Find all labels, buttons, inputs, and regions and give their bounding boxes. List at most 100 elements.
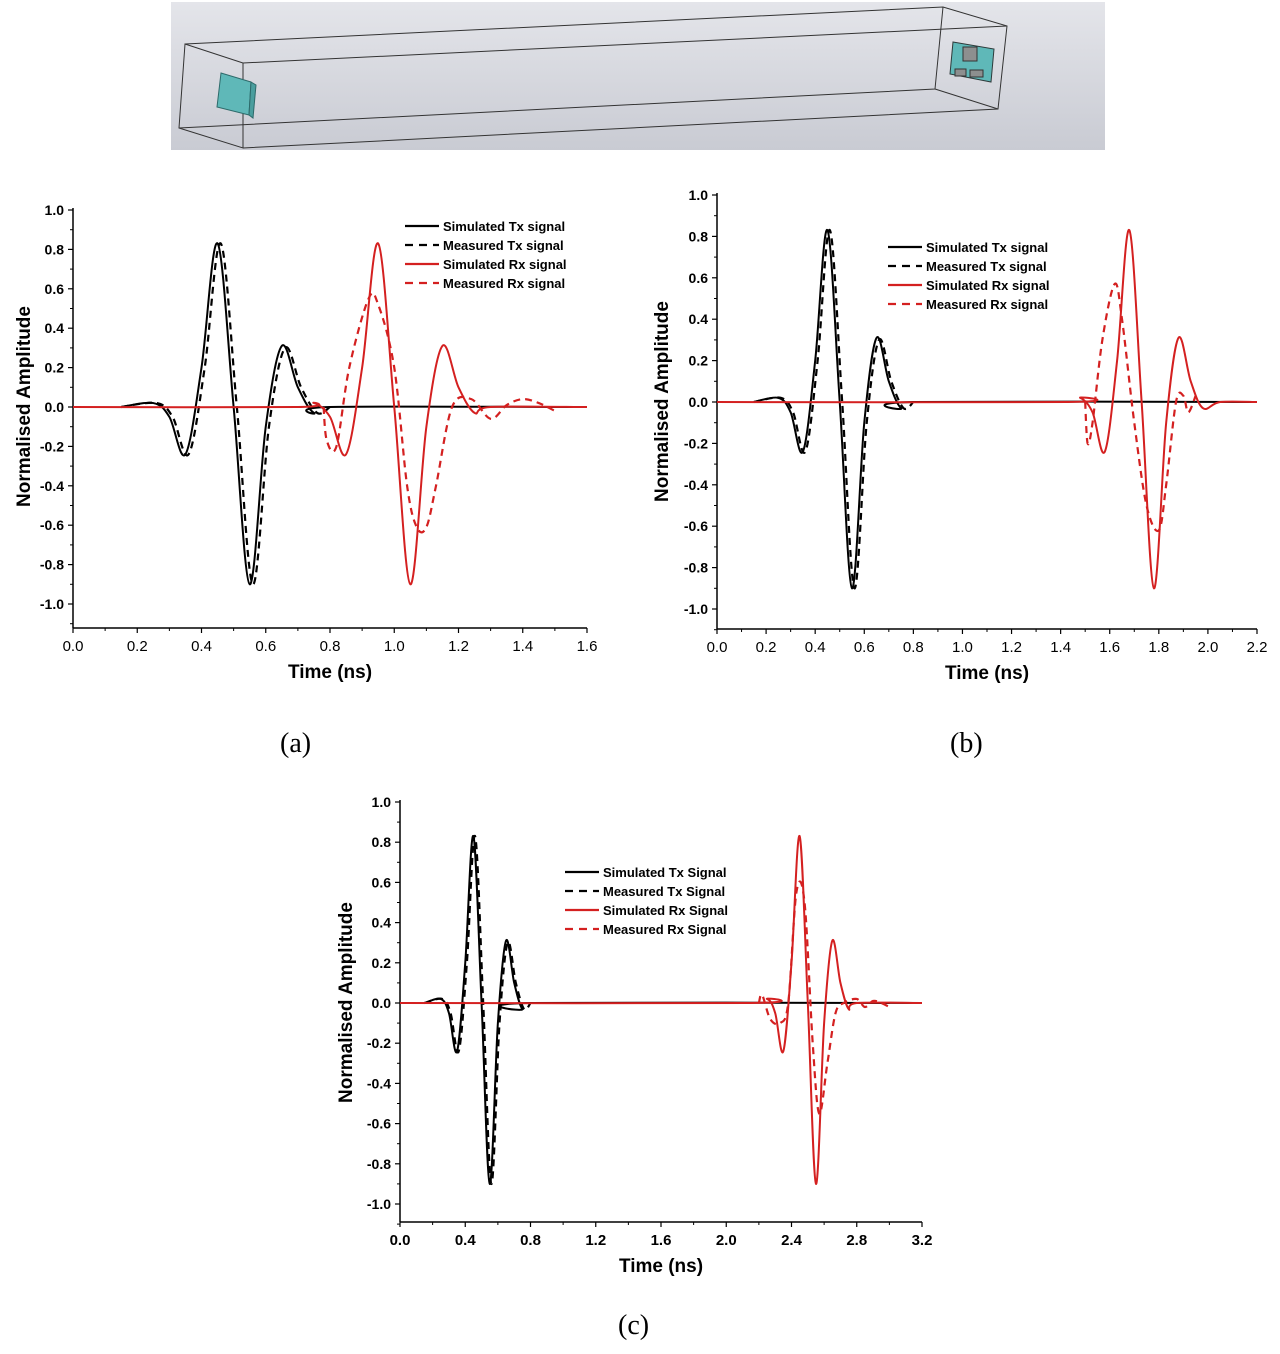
y-tick-label: -0.8 bbox=[367, 1156, 391, 1172]
x-tick-label: 0.4 bbox=[455, 1232, 477, 1249]
x-tick-label: 2.2 bbox=[1247, 639, 1268, 656]
y-tick-label: -0.4 bbox=[367, 1075, 391, 1091]
y-tick-label: -0.8 bbox=[684, 560, 708, 576]
x-tick-label: 0.8 bbox=[903, 639, 924, 656]
y-tick-label: -0.4 bbox=[40, 478, 64, 494]
y-axis-title: Normalised Amplitude bbox=[336, 902, 357, 1103]
y-tick-label: 0.6 bbox=[689, 270, 709, 286]
legend-label: Measured Rx signal bbox=[926, 297, 1048, 312]
caption-c: (c) bbox=[618, 1310, 650, 1341]
y-axis-title: Normalised Amplitude bbox=[14, 306, 35, 507]
series-line bbox=[753, 229, 1258, 590]
legend-label: Simulated Tx signal bbox=[926, 240, 1048, 255]
x-tick-label: 0.6 bbox=[255, 638, 276, 655]
series-line bbox=[72, 242, 588, 586]
series-line bbox=[322, 291, 556, 534]
caption-a: (a) bbox=[280, 728, 312, 759]
chart-panel-3: 1.0 0.8 0.6 0.4 0.2 0.0 -0.2 -0.4 -0.6 -0.8 -1.0 0.… bbox=[336, 794, 932, 1277]
rx-antenna bbox=[949, 41, 995, 83]
y-tick-label: 0.2 bbox=[45, 360, 65, 376]
tx-antenna bbox=[216, 72, 257, 119]
legend-label: Measured Rx signal bbox=[443, 276, 565, 291]
y-tick-label: 0.4 bbox=[372, 915, 392, 931]
y-axis-title: Normalised Amplitude bbox=[652, 301, 673, 502]
x-tick-label: 1.2 bbox=[448, 638, 469, 655]
x-tick-label: 0.8 bbox=[320, 638, 341, 655]
y-tick-label: 0.6 bbox=[372, 874, 392, 890]
y-tick-label: 1.0 bbox=[689, 187, 709, 203]
y-tick-label: 0.0 bbox=[689, 394, 709, 410]
series-line bbox=[121, 242, 331, 586]
chart-panel-2: 1.0 0.8 0.6 0.4 0.2 0.0 -0.2 -0.4 -0.6 -0.8 -1.0 0.… bbox=[652, 187, 1267, 684]
y-tick-label: -0.2 bbox=[40, 438, 64, 454]
x-tick-label: 0.4 bbox=[805, 639, 826, 656]
y-tick-label: 1.0 bbox=[372, 794, 392, 810]
y-tick-label: 0.8 bbox=[372, 834, 392, 850]
x-axis-title: Time (ns) bbox=[288, 662, 372, 683]
x-tick-label: 0.8 bbox=[520, 1232, 541, 1249]
y-tick-label: 0.2 bbox=[689, 353, 709, 369]
x-axis-title: Time (ns) bbox=[945, 663, 1029, 684]
y-tick-label: -0.4 bbox=[684, 477, 708, 493]
x-tick-label: 0.2 bbox=[756, 639, 777, 656]
y-tick-label: -0.2 bbox=[367, 1035, 391, 1051]
series-line bbox=[121, 242, 588, 586]
legend-label: Simulated Tx signal bbox=[443, 219, 565, 234]
series-line bbox=[757, 880, 890, 1115]
legend-label: Simulated Rx Signal bbox=[603, 903, 728, 918]
legend-label: Measured Tx Signal bbox=[603, 884, 725, 899]
x-tick-label: 1.0 bbox=[952, 639, 973, 656]
x-tick-label: 1.6 bbox=[651, 1232, 672, 1249]
x-tick-label: 1.8 bbox=[1148, 639, 1169, 656]
legend-label: Simulated Rx signal bbox=[926, 278, 1050, 293]
caption-b: (b) bbox=[950, 728, 983, 759]
simulation-scene bbox=[171, 2, 1105, 150]
legend-label: Measured Tx signal bbox=[443, 238, 564, 253]
x-tick-label: 1.2 bbox=[1001, 639, 1022, 656]
y-tick-label: -0.6 bbox=[40, 517, 64, 533]
y-tick-label: -1.0 bbox=[367, 1196, 391, 1212]
x-tick-label: 0.0 bbox=[63, 638, 84, 655]
x-tick-label: 0.6 bbox=[854, 639, 875, 656]
y-tick-label: 0.2 bbox=[372, 955, 392, 971]
x-tick-label: 1.6 bbox=[577, 638, 598, 655]
x-tick-label: 0.0 bbox=[707, 639, 728, 656]
series-line bbox=[424, 835, 532, 1186]
x-tick-label: 1.2 bbox=[585, 1232, 606, 1249]
y-tick-label: 0.0 bbox=[45, 399, 65, 415]
x-tick-label: 2.0 bbox=[716, 1232, 737, 1249]
y-tick-label: 0.8 bbox=[45, 241, 65, 257]
y-tick-label: -1.0 bbox=[684, 601, 708, 617]
legend-label: Measured Rx Signal bbox=[603, 922, 727, 937]
x-tick-label: 0.4 bbox=[191, 638, 212, 655]
x-tick-label: 3.2 bbox=[912, 1232, 933, 1249]
chart-panel-1: 1.0 0.8 0.6 0.4 0.2 0.0 -0.2 -0.4 -0.6 -0.8 -1.0 0.… bbox=[14, 202, 597, 683]
y-tick-label: 0.6 bbox=[45, 281, 65, 297]
y-tick-label: 0.4 bbox=[689, 311, 709, 327]
y-tick-label: -1.0 bbox=[40, 596, 64, 612]
legend-label: Simulated Tx Signal bbox=[603, 865, 727, 880]
y-tick-label: -0.8 bbox=[40, 557, 64, 573]
series-line bbox=[716, 229, 1258, 590]
series-line bbox=[753, 229, 915, 590]
x-tick-label: 1.6 bbox=[1099, 639, 1120, 656]
x-tick-label: 2.8 bbox=[846, 1232, 867, 1249]
x-tick-label: 2.4 bbox=[781, 1232, 803, 1249]
x-tick-label: 1.0 bbox=[384, 638, 405, 655]
x-axis-title: Time (ns) bbox=[619, 1256, 703, 1277]
series-line bbox=[1084, 282, 1197, 533]
y-tick-label: 0.0 bbox=[372, 995, 392, 1011]
series-line bbox=[399, 835, 923, 1185]
y-tick-label: 0.4 bbox=[45, 320, 65, 336]
x-tick-label: 0.0 bbox=[390, 1232, 411, 1249]
y-tick-label: -0.6 bbox=[684, 518, 708, 534]
y-tick-label: 1.0 bbox=[45, 202, 65, 218]
x-tick-label: 1.4 bbox=[1050, 639, 1071, 656]
x-tick-label: 2.0 bbox=[1197, 639, 1218, 656]
x-tick-label: 0.2 bbox=[127, 638, 148, 655]
legend-label: Simulated Rx signal bbox=[443, 257, 567, 272]
x-tick-label: 1.4 bbox=[512, 638, 533, 655]
y-tick-label: -0.6 bbox=[367, 1116, 391, 1132]
y-tick-label: 0.8 bbox=[689, 228, 709, 244]
